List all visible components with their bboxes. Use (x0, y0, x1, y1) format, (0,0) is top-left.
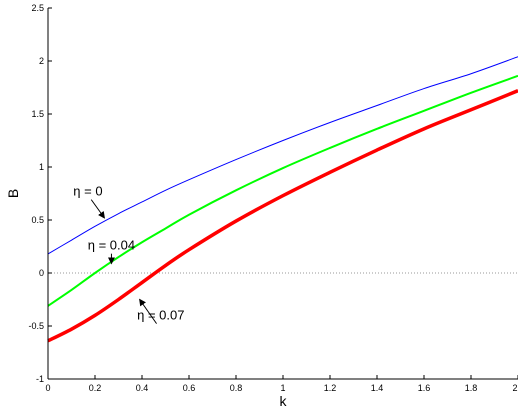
y-tick-label: -0.5 (28, 321, 44, 331)
y-tick-label: 1.5 (31, 109, 44, 119)
annotation-arrow-0 (90, 199, 105, 219)
series-layer (47, 56, 518, 343)
x-tick-label: 1.6 (418, 383, 431, 393)
y-tick-label: 2.5 (31, 3, 44, 13)
ticks: 0 0.2 0.4 0.6 0.8 1 1.2 1.4 1.6 1.8 2 -1 -0.5 0 0.5 1 1.… (28, 3, 518, 393)
series-line-2 (47, 89, 518, 343)
x-tick-label: 2 (512, 383, 517, 393)
x-tick-label: 0.2 (89, 383, 102, 393)
annotations: η = 0 η = 0.04 η = 0.07 (73, 184, 184, 324)
x-tick-label: 0.8 (230, 383, 243, 393)
annotation-label-2: η = 0.07 (137, 308, 184, 323)
y-axis-label: B (5, 189, 21, 198)
series-line-0 (47, 56, 518, 255)
x-tick-label: 1.2 (324, 383, 337, 393)
x-tick-label: 1.4 (371, 383, 384, 393)
y-tick-label: 1 (39, 162, 44, 172)
annotation-label-0: η = 0 (73, 184, 102, 199)
annotation-label-1: η = 0.04 (88, 238, 135, 253)
y-tick-label: -1 (36, 374, 44, 384)
x-tick-label: 0 (45, 383, 50, 393)
x-tick-label: 0.4 (136, 383, 149, 393)
series-line-1 (47, 74, 518, 307)
x-axis-label: k (280, 393, 288, 409)
axes (47, 8, 518, 380)
x-tick-label: 1 (280, 383, 285, 393)
y-tick-label: 0.5 (31, 215, 44, 225)
y-tick-label: 0 (39, 268, 44, 278)
y-tick-label: 2 (39, 56, 44, 66)
annotation-arrow-2 (139, 298, 157, 324)
x-tick-label: 0.6 (183, 383, 196, 393)
x-tick-label: 1.8 (465, 383, 478, 393)
